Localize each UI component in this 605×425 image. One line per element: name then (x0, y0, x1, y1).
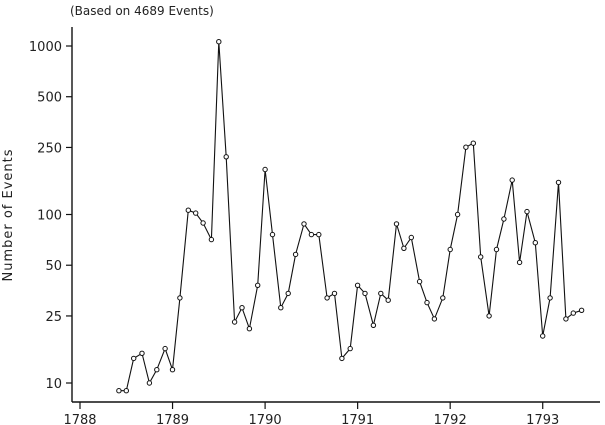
x-tick-label: 1790 (249, 413, 282, 425)
data-point (131, 355, 137, 362)
data-point (370, 322, 377, 328)
y-tick-label: 100 (37, 209, 62, 224)
data-point (331, 290, 338, 297)
data-point (447, 246, 453, 253)
data-point (540, 333, 546, 339)
data-point (169, 367, 176, 373)
data-point (431, 316, 438, 322)
data-point (193, 210, 199, 216)
data-point (354, 282, 361, 288)
series-line (118, 41, 582, 392)
data-point (347, 345, 353, 352)
data-point (154, 367, 160, 373)
data-point (255, 282, 261, 288)
data-point (454, 211, 461, 218)
data-point (547, 295, 553, 301)
y-tick-label: 1000 (29, 40, 62, 55)
data-point (162, 345, 168, 352)
data-point (424, 299, 430, 306)
data-point (123, 388, 130, 394)
data-point (316, 231, 322, 238)
y-tick-label: 500 (37, 91, 62, 106)
data-point (231, 319, 238, 325)
data-point (555, 179, 562, 186)
data-point (177, 295, 183, 301)
data-point (308, 231, 315, 238)
data-point (408, 234, 414, 241)
data-point (509, 177, 515, 183)
data-point (292, 251, 299, 258)
data-point (239, 305, 245, 311)
data-point (116, 388, 122, 394)
data-point (246, 326, 253, 332)
data-point (146, 380, 153, 386)
data-point (578, 307, 585, 313)
data-point (362, 290, 368, 297)
data-point (185, 207, 192, 213)
series-layer (116, 39, 585, 394)
data-point (378, 290, 384, 297)
data-point (208, 236, 215, 243)
chart-subtitle: (Based on 4689 Events) (70, 4, 214, 18)
data-point (385, 297, 391, 303)
data-point (200, 220, 206, 226)
ticks: 10 25 50 100 250 500 1000 1788 1789 1790 1791 1792 1… (29, 40, 559, 425)
data-point (139, 350, 145, 356)
data-point (216, 39, 222, 45)
x-tick-label: 1793 (526, 413, 559, 425)
data-point (440, 295, 446, 301)
y-tick-label: 50 (45, 259, 62, 274)
data-point (501, 216, 507, 222)
data-point (478, 254, 484, 260)
axes (71, 27, 600, 403)
y-tick-label: 10 (45, 377, 62, 392)
data-point (301, 221, 307, 227)
data-point (278, 305, 284, 311)
y-axis-label: Number of Events (1, 148, 16, 281)
x-tick-label: 1791 (341, 413, 374, 425)
x-tick-label: 1792 (434, 413, 467, 425)
data-point (401, 245, 407, 252)
x-tick-label: 1788 (63, 413, 96, 425)
data-point (416, 278, 423, 285)
data-point (563, 316, 569, 322)
y-tick-label: 250 (37, 141, 62, 156)
data-point (262, 166, 268, 173)
data-point (339, 355, 345, 362)
data-point (470, 140, 476, 146)
data-point (493, 246, 500, 253)
data-point (223, 154, 229, 160)
data-point (463, 144, 469, 150)
y-tick-label: 25 (45, 310, 62, 325)
data-point (285, 290, 291, 297)
data-point (516, 259, 523, 266)
data-point (524, 208, 530, 215)
x-tick-label: 1789 (156, 413, 189, 425)
data-point (269, 231, 276, 238)
data-point (570, 310, 576, 316)
data-point (486, 313, 492, 319)
data-point (532, 240, 538, 246)
data-point (393, 221, 400, 227)
data-point (324, 295, 330, 301)
